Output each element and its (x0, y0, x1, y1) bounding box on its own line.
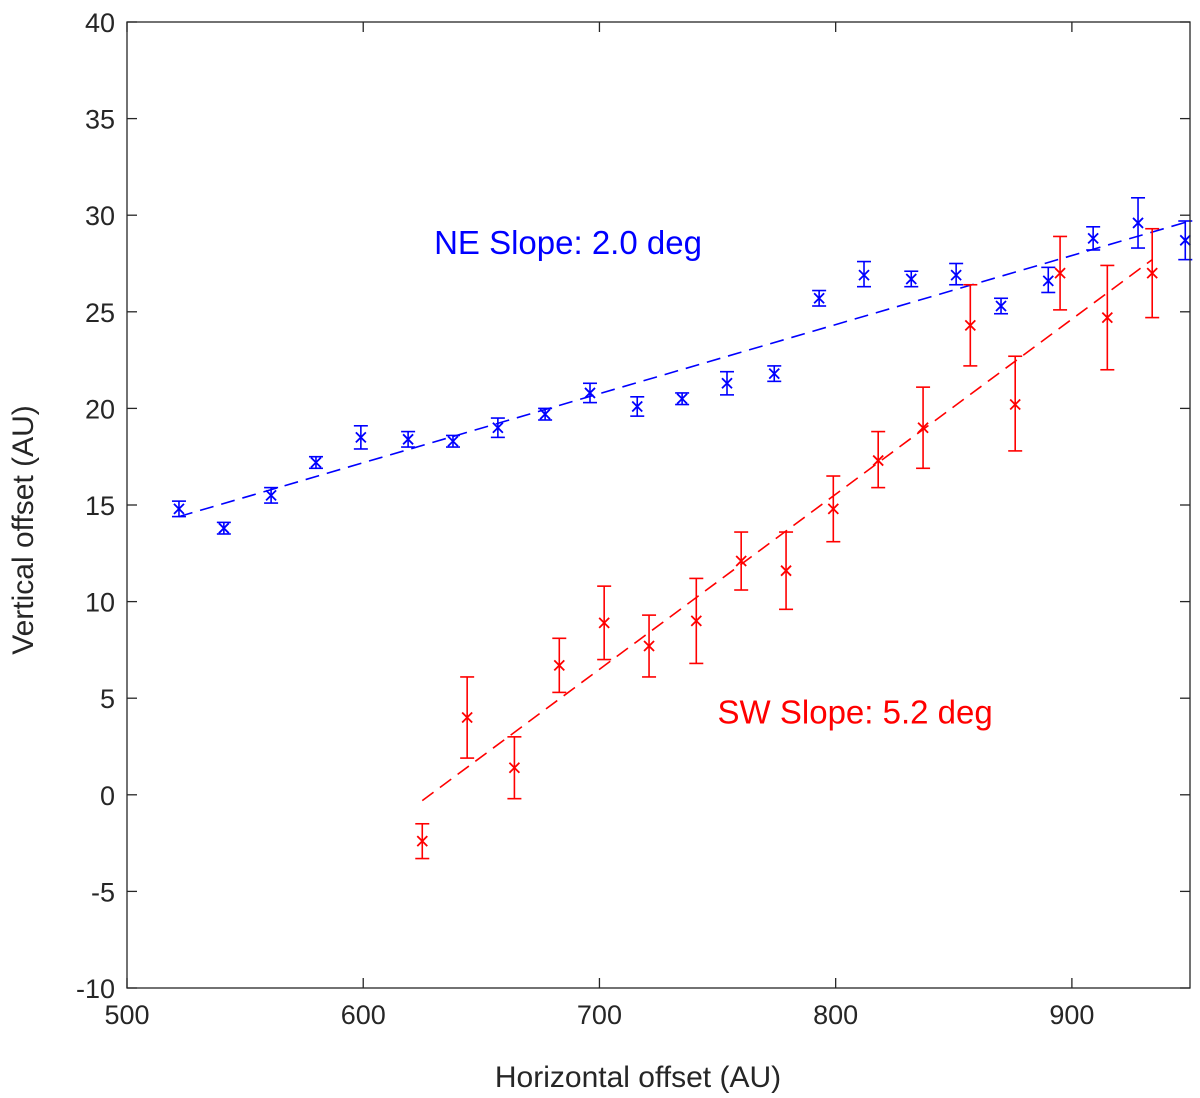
ne-point (768, 367, 780, 380)
y-tick-label: -5 (91, 877, 115, 907)
y-tick-label: 35 (85, 105, 115, 135)
sw-point (1054, 267, 1066, 279)
ne-point (265, 489, 277, 501)
y-tick-label: -10 (76, 974, 115, 1004)
ne-point (676, 393, 688, 405)
x-tick-label: 800 (813, 1000, 858, 1030)
y-tick-label: 5 (100, 684, 115, 714)
sw-point (780, 565, 792, 577)
ne-fit-line (178, 220, 1191, 518)
ne-series (171, 197, 1193, 535)
ne-point (584, 387, 596, 399)
ne-point (1179, 234, 1191, 246)
sw-point (872, 454, 884, 467)
sw-point (643, 640, 655, 652)
y-axis-label: Vertical offset (AU) (7, 405, 40, 655)
sw-point (461, 711, 473, 724)
sw-point (917, 422, 929, 434)
sw-point (416, 835, 428, 847)
ne-point (447, 435, 459, 447)
y-tick-label: 0 (100, 781, 115, 811)
sw-point (827, 503, 839, 515)
ne-point (1132, 217, 1144, 229)
x-axis-label: Horizontal offset (AU) (495, 1061, 781, 1094)
sw-point (690, 615, 702, 627)
y-tick-label: 15 (85, 491, 115, 521)
sw-point (1009, 398, 1021, 411)
y-tick-label: 30 (85, 201, 115, 231)
ne-point (173, 503, 185, 515)
ne-point (1087, 232, 1099, 245)
ne-point (355, 431, 367, 444)
plot-area: NE Slope: 2.0 deg SW Slope: 5.2 deg (171, 197, 1193, 860)
sw-point (964, 319, 976, 331)
y-tick-label: 25 (85, 298, 115, 328)
axes: 500 600 700 800 900 -10 -5 0 5 10 15 20 25 30 35 40 (76, 8, 1191, 1030)
sw-slope-annotation: SW Slope: 5.2 deg (718, 693, 993, 730)
ne-point (950, 269, 962, 281)
y-tick-label: 20 (85, 394, 115, 424)
ne-point (905, 273, 917, 285)
ne-point (631, 400, 643, 413)
ne-point (813, 292, 825, 304)
y-tick-label: 40 (85, 8, 115, 38)
ne-point (218, 522, 230, 534)
ne-point (492, 422, 504, 434)
ne-point (310, 456, 322, 469)
ne-point (1042, 275, 1054, 287)
x-tick-label: 900 (1049, 1000, 1094, 1030)
sw-series (415, 227, 1160, 860)
axes-box (126, 21, 1191, 989)
x-tick-label: 500 (104, 1000, 149, 1030)
ne-point (721, 377, 733, 389)
x-tick-label: 700 (577, 1000, 622, 1030)
sw-point (553, 659, 565, 671)
sw-point (508, 762, 521, 774)
ne-point (402, 433, 414, 445)
sw-point (735, 555, 747, 567)
sw-point (1146, 267, 1158, 279)
ne-point (539, 408, 551, 420)
ne-slope-annotation: NE Slope: 2.0 deg (434, 224, 702, 261)
sw-fit-line (421, 258, 1153, 802)
sw-point (598, 617, 610, 629)
sw-point (1101, 311, 1113, 324)
y-tick-label: 10 (85, 588, 115, 618)
ne-point (858, 269, 870, 281)
ne-point (995, 300, 1007, 312)
x-tick-label: 600 (341, 1000, 386, 1030)
